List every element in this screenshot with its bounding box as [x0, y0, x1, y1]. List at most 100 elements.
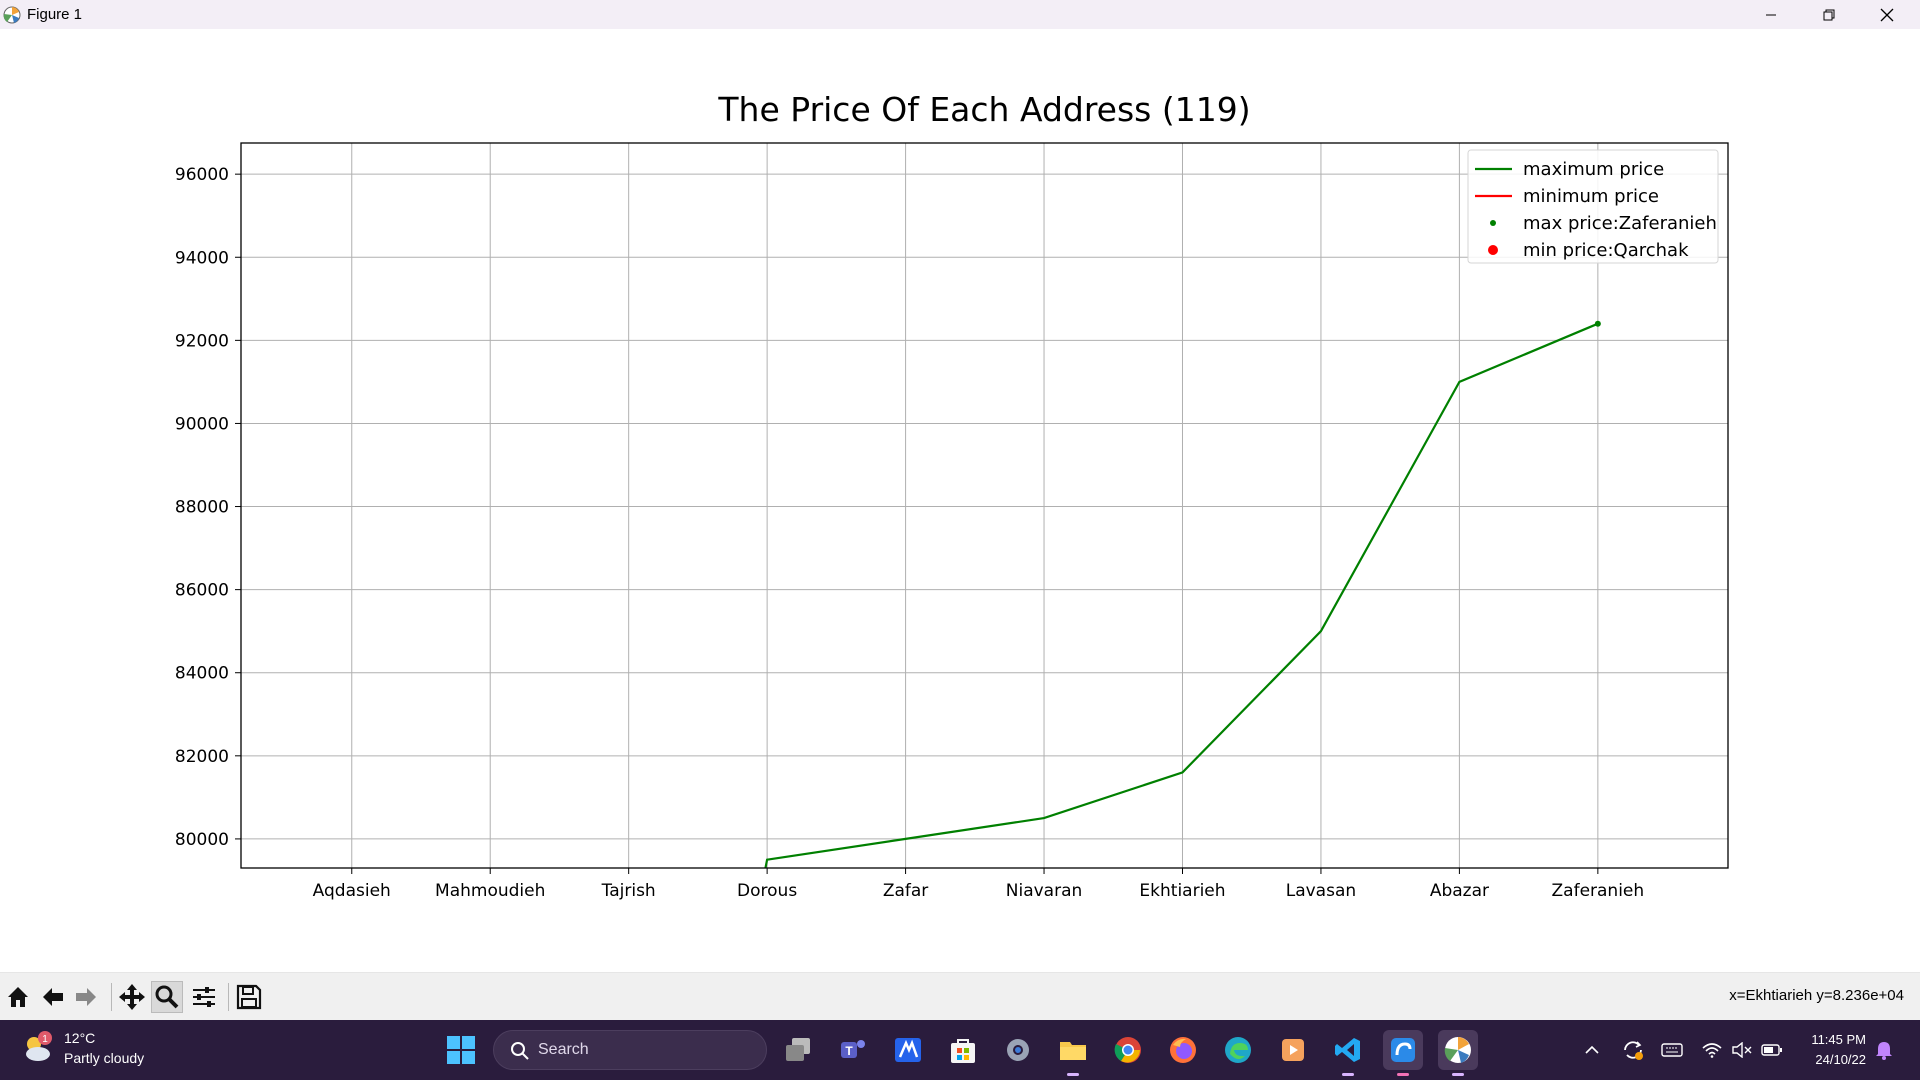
x-tick-label: Zafar — [883, 881, 928, 901]
x-tick-label: Mahmoudieh — [435, 881, 545, 901]
back-button[interactable] — [37, 981, 69, 1013]
home-icon — [8, 987, 28, 1007]
firefox-icon — [1170, 1037, 1196, 1063]
zoom-button[interactable] — [151, 981, 183, 1013]
start-button[interactable] — [441, 1030, 481, 1070]
weather-temperature: 12°C — [64, 1030, 96, 1046]
legend-point-marker — [1490, 220, 1496, 226]
y-tick-label: 94000 — [175, 248, 229, 268]
forward-icon — [76, 988, 96, 1006]
figure-canvas[interactable]: The Price Of Each Address (119) Aqdasieh M… — [0, 29, 1920, 972]
taskbar-search[interactable]: Search — [493, 1030, 767, 1070]
save-icon — [236, 984, 262, 1010]
window-title: Figure 1 — [27, 6, 83, 23]
chrome-icon — [1114, 1037, 1141, 1063]
navigation-toolbar: x=Ekhtiarieh y=8.236e+04 — [0, 972, 1920, 1021]
running-indicator — [1067, 1073, 1079, 1076]
x-tick-label: Niavaran — [1006, 881, 1083, 901]
data-point — [1594, 320, 1601, 327]
taskbar-python-figure[interactable] — [1438, 1030, 1478, 1076]
home-button[interactable] — [2, 981, 34, 1013]
x-tick-label: Abazar — [1430, 881, 1489, 901]
x-tick-label: Lavasan — [1286, 881, 1356, 901]
running-indicator — [1452, 1073, 1464, 1076]
task-view-button[interactable] — [778, 1030, 818, 1070]
sync-icon[interactable] — [1621, 1038, 1645, 1062]
wifi-icon[interactable] — [1702, 1042, 1722, 1058]
app-icon — [1391, 1038, 1415, 1062]
task-view-icon — [786, 1038, 810, 1061]
running-indicator — [1397, 1073, 1409, 1076]
search-label: Search — [538, 1041, 589, 1058]
legend-label: min price:Qarchak — [1523, 240, 1689, 261]
configure-icon — [193, 987, 215, 1007]
matplotlib-logo-icon — [3, 6, 21, 23]
taskbar-settings[interactable] — [998, 1030, 1038, 1070]
series-line-maximum-price — [764, 322, 1599, 868]
taskbar-vscode[interactable] — [1328, 1030, 1368, 1076]
taskbar-edge[interactable] — [1218, 1030, 1258, 1070]
svg-text:T: T — [845, 1044, 853, 1058]
legend-label: maximum price — [1523, 159, 1664, 180]
folder-icon — [1060, 1042, 1086, 1060]
chevron-up-icon[interactable] — [1584, 1042, 1600, 1058]
notification-badge: 1 — [42, 1034, 48, 1045]
taskbar-app-active[interactable] — [1383, 1030, 1423, 1076]
y-tick-label: 84000 — [175, 664, 229, 684]
close-icon — [1880, 8, 1894, 21]
teams-icon: T — [841, 1040, 865, 1058]
forward-button[interactable] — [70, 981, 102, 1013]
taskbar-media-player[interactable] — [1273, 1030, 1313, 1070]
taskbar-teams[interactable]: T — [833, 1030, 873, 1070]
restore-button[interactable] — [1800, 0, 1858, 29]
clock-date: 24/10/22 — [1815, 1052, 1866, 1067]
weather-widget[interactable]: 1 12°C Partly cloudy — [20, 1028, 190, 1072]
taskbar-app-blue[interactable] — [888, 1030, 928, 1070]
pan-icon — [119, 984, 145, 1010]
close-button[interactable] — [1858, 0, 1916, 29]
matplotlib-logo-icon — [1444, 1037, 1471, 1063]
cursor-coordinates: x=Ekhtiarieh y=8.236e+04 — [1729, 987, 1904, 1004]
volume-muted-icon[interactable] — [1732, 1042, 1752, 1058]
notification-bell-icon[interactable] — [1875, 1040, 1893, 1060]
y-tick-label: 88000 — [175, 498, 229, 518]
toolbar-separator — [111, 983, 112, 1011]
gear-icon — [1007, 1039, 1029, 1061]
vscode-icon — [1335, 1038, 1360, 1062]
x-tick-label: Zaferanieh — [1552, 881, 1645, 901]
legend-point-marker — [1488, 245, 1498, 255]
toolbar-separator — [228, 983, 229, 1011]
line-chart: The Price Of Each Address (119) Aqdasieh M… — [175, 90, 1729, 901]
battery-icon[interactable] — [1761, 1042, 1783, 1058]
keyboard-icon[interactable] — [1661, 1042, 1683, 1058]
app-icon — [895, 1038, 921, 1062]
y-tick-label: 96000 — [175, 165, 229, 185]
minimize-button[interactable] — [1742, 0, 1800, 29]
media-player-icon — [1282, 1039, 1304, 1061]
weather-condition: Partly cloudy — [64, 1050, 145, 1066]
zoom-icon — [155, 985, 179, 1009]
x-tick-label: Dorous — [737, 881, 797, 901]
pan-button[interactable] — [116, 981, 148, 1013]
clock[interactable]: 11:45 PM 24/10/22 — [1811, 1030, 1866, 1070]
taskbar-firefox[interactable] — [1163, 1030, 1203, 1070]
x-tick-label: Aqdasieh — [313, 881, 391, 901]
edge-icon — [1225, 1037, 1251, 1063]
save-button[interactable] — [233, 981, 265, 1013]
configure-subplots-button[interactable] — [188, 981, 220, 1013]
back-icon — [43, 988, 63, 1006]
x-tick-label: Ekhtiarieh — [1139, 881, 1225, 901]
taskbar-file-explorer[interactable] — [1053, 1030, 1093, 1076]
restore-icon — [1823, 9, 1835, 20]
taskbar-store[interactable] — [943, 1030, 983, 1070]
y-tick-label: 86000 — [175, 581, 229, 601]
y-tick-label: 90000 — [175, 414, 229, 434]
taskbar-chrome[interactable] — [1108, 1030, 1148, 1070]
window-title-bar: Figure 1 — [0, 0, 1920, 29]
taskbar: 1 12°C Partly cloudy Search T — [0, 1020, 1920, 1080]
y-tick-label: 82000 — [175, 747, 229, 767]
legend-box — [1467, 149, 1719, 264]
legend-label: minimum price — [1523, 186, 1659, 207]
search-icon — [511, 1042, 529, 1060]
partly-cloudy-icon: 1 — [26, 1031, 52, 1061]
